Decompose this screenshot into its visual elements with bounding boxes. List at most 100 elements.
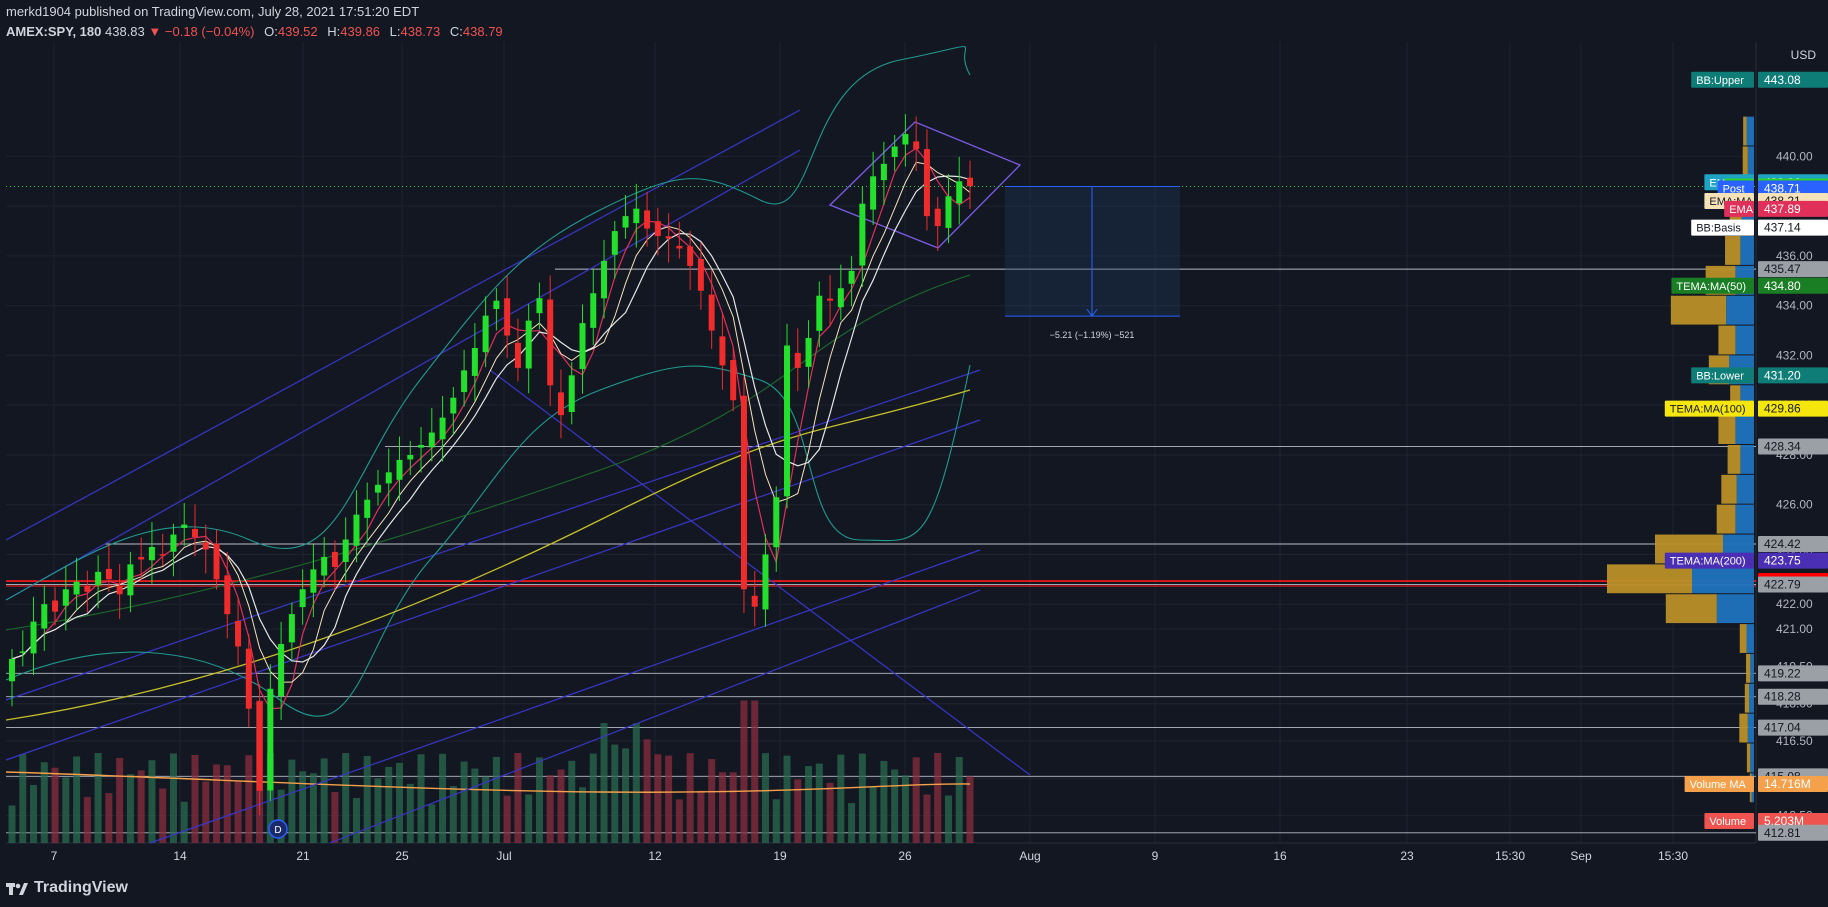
price-label-value-box	[1758, 688, 1828, 705]
profile-bar-buy	[1740, 444, 1754, 474]
price-label-value-box	[1758, 200, 1828, 217]
high-label: H:	[327, 24, 341, 39]
low-label: L:	[389, 24, 401, 39]
candle-body	[159, 554, 166, 556]
candle-body	[687, 246, 694, 266]
candle-body	[224, 575, 231, 615]
candle-body	[622, 216, 629, 228]
close-value: 438.79	[462, 24, 503, 39]
candle-body	[407, 454, 414, 460]
candle-body	[762, 554, 769, 610]
price-label-value-box	[1758, 180, 1828, 197]
close-label: C:	[449, 24, 463, 39]
currency-label: USD	[1790, 48, 1816, 62]
volume-bar	[331, 792, 339, 843]
volume-bar	[955, 756, 963, 843]
candle-body	[321, 556, 328, 576]
volume-bar	[396, 762, 404, 843]
candle-body	[547, 299, 554, 386]
candle-body	[138, 556, 145, 560]
y-tick-label: 440.00	[1776, 149, 1813, 163]
candle-body	[9, 658, 15, 682]
price-label-name-box	[1684, 776, 1754, 792]
price-label-value: 431.20	[1764, 368, 1801, 382]
candle-body	[719, 336, 726, 366]
x-tick-label: Sep	[1570, 849, 1592, 863]
candle-body	[557, 392, 564, 416]
candle-body	[181, 524, 188, 528]
candle-body	[364, 499, 371, 518]
candle-body	[52, 600, 59, 612]
price-label-name: BB:Lower	[1696, 370, 1744, 382]
profile-bar-buy	[1735, 504, 1754, 534]
candle-body	[278, 643, 285, 697]
volume-ma-line	[5, 771, 971, 793]
candle-body	[202, 542, 209, 550]
volume-bar	[546, 775, 554, 843]
candle-body	[665, 236, 672, 239]
volume-bar	[772, 799, 780, 843]
candle-body	[256, 701, 263, 791]
profile-bar-buy	[1692, 564, 1754, 594]
candle-body	[191, 528, 198, 538]
volume-bar	[643, 739, 651, 843]
profile-bar-sell	[1727, 444, 1741, 474]
x-tick-label: 21	[296, 849, 310, 863]
volume-bar	[299, 771, 307, 843]
price-label-name: Volume MA	[1690, 779, 1747, 791]
candle-body	[956, 181, 963, 204]
candle-body	[837, 288, 844, 308]
price-label-value: 418.28	[1764, 690, 1801, 704]
candle-body	[245, 648, 252, 709]
volume-bar	[923, 794, 931, 843]
trend-line	[489, 369, 1031, 776]
profile-bar-sell	[1670, 295, 1727, 325]
symbol-label[interactable]: AMEX:SPY, 180	[6, 24, 102, 39]
price-label-value-box	[1758, 719, 1828, 736]
volume-bar	[105, 793, 113, 843]
volume-bar	[578, 787, 586, 843]
volume-bar	[363, 756, 371, 843]
profile-bar-sell	[1716, 504, 1736, 534]
candle-body	[579, 323, 586, 370]
volume-bar	[826, 782, 834, 843]
volume-bar	[245, 755, 253, 843]
price-label-value: 428.34	[1764, 439, 1801, 453]
volume-bar	[783, 755, 791, 843]
measure-arrow-icon	[1086, 308, 1098, 317]
price-label-value-box	[1758, 776, 1828, 792]
volume-bar	[869, 787, 877, 843]
volume-bar	[708, 759, 716, 843]
candle-body	[730, 360, 737, 401]
profile-bar-sell	[1725, 236, 1741, 265]
price-label-value-box	[1758, 261, 1828, 278]
candle-body	[568, 375, 575, 412]
volume-bar	[751, 700, 759, 843]
volume-bar	[320, 758, 328, 843]
profile-bar-buy	[1716, 594, 1754, 624]
volume-bar	[665, 755, 673, 843]
candle-body	[880, 163, 887, 181]
trend-lines	[5, 109, 1031, 844]
candle-body	[95, 571, 102, 586]
candle-body	[439, 417, 446, 440]
profile-bar-sell	[1607, 564, 1692, 594]
candle-body	[708, 294, 715, 331]
price-label-name: TEMA:MA(50)	[1676, 281, 1746, 293]
trend-line	[329, 589, 981, 844]
wedge-pattern	[828, 121, 1022, 249]
candle-body	[84, 586, 91, 592]
volume-bar	[611, 744, 619, 843]
price-label-value-box	[1758, 367, 1828, 384]
y-tick-label: 421.00	[1776, 622, 1813, 636]
volume-bar	[213, 764, 221, 843]
volume-bar	[417, 754, 425, 843]
candle-body	[697, 259, 704, 291]
tradingview-icon	[6, 883, 28, 895]
profile-bar-buy	[1747, 713, 1754, 743]
price-label-value: 14.716M	[1764, 777, 1811, 791]
profile-bar-sell	[1746, 653, 1751, 683]
tema-ma50-line	[5, 274, 971, 631]
volume-bar	[309, 773, 317, 843]
